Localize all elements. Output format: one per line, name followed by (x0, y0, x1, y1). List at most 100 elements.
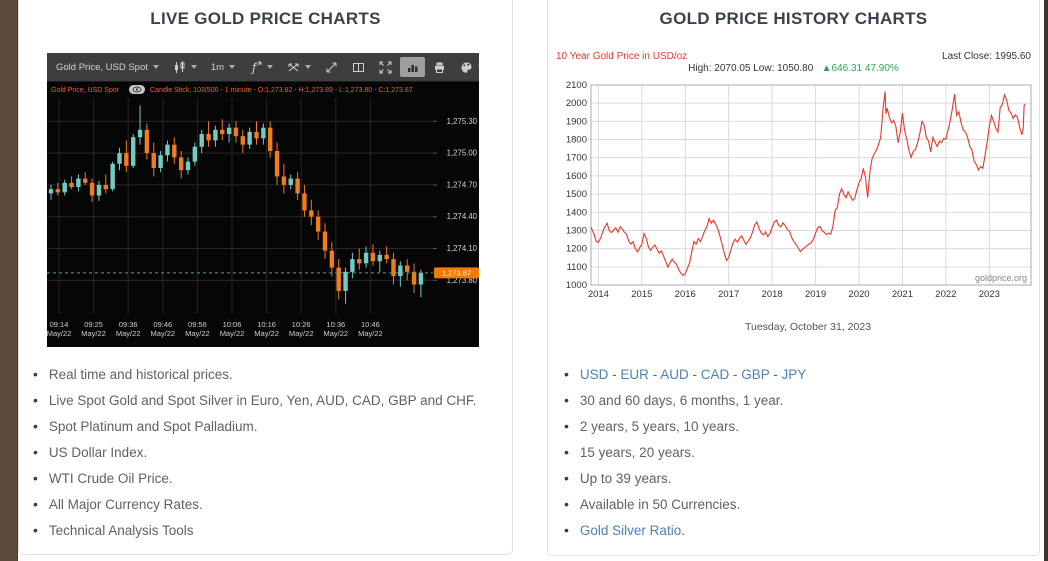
list-item: Gold Silver Ratio. (564, 523, 1029, 538)
separator: - (688, 367, 701, 382)
y-axis-tick: 1200 (566, 244, 587, 255)
gold-price-line (590, 91, 1026, 277)
resize-icon (326, 62, 337, 72)
series-legend-values: Candle Stick, 103/500 - 1 minute - O:1,2… (150, 87, 413, 94)
current-price-label: 1,273.87 (442, 269, 471, 278)
svg-text:ƒ: ƒ (250, 61, 258, 74)
y-axis-tick: 2100 (566, 80, 587, 91)
live-gold-chart-widget: Gold Price, USD Spot 1m ƒ 09:14 May/22 09:25… (47, 53, 479, 347)
instrument-select-label: Gold Price, USD Spot (56, 61, 148, 73)
separator: - (769, 367, 782, 382)
currency-link-aud[interactable]: AUD (660, 367, 689, 382)
time-tick: 09:56 (188, 320, 207, 329)
x-axis-tick: 2016 (675, 289, 696, 300)
theme-icon (461, 62, 472, 73)
y-axis-tick: 2000 (566, 98, 587, 109)
list-item: 30 and 60 days, 6 months, 1 year. (564, 393, 1029, 408)
layout-button[interactable] (346, 57, 371, 77)
currency-link-eur[interactable]: EUR (620, 367, 649, 382)
chevron-down-icon (190, 65, 197, 69)
date-tick: May/22 (185, 329, 210, 338)
list-item: Up to 39 years. (564, 471, 1029, 486)
list-item: Real time and historical prices. (33, 367, 502, 382)
list-item: Technical Analysis Tools (33, 523, 502, 538)
y-axis-tick: 1600 (566, 171, 587, 182)
x-axis-tick: 2014 (588, 289, 609, 300)
chevron-down-icon (229, 65, 236, 69)
chevron-down-icon (305, 65, 312, 69)
y-axis-tick: 1800 (566, 135, 587, 146)
indicators-button[interactable]: ƒ (243, 57, 279, 77)
high-low-label: High: 2070.05 Low: 1050.80 (688, 63, 814, 74)
time-tick: 10:06 (223, 320, 242, 329)
x-axis-tick: 2015 (631, 289, 652, 300)
currency-link-jpy[interactable]: JPY (781, 367, 807, 382)
separator: - (729, 367, 742, 382)
date-tick: May/22 (289, 329, 314, 338)
compare-button[interactable] (281, 57, 317, 77)
eye-icon (132, 86, 142, 93)
date-tick: May/22 (81, 329, 106, 338)
time-tick: 09:25 (84, 320, 103, 329)
x-axis-tick: 2019 (805, 289, 826, 300)
y-axis-tick: 1300 (566, 225, 587, 236)
interval-select-label: 1m (210, 61, 225, 73)
price-tick: 1,275.30 (447, 117, 478, 126)
x-axis-tick: 2023 (979, 289, 1000, 300)
candlestick-icon (174, 60, 185, 73)
y-axis-tick: 1700 (566, 153, 587, 164)
time-tick: 10:36 (326, 320, 345, 329)
history-card: GOLD PRICE HISTORY CHARTS 10 Year Gold P… (547, 0, 1040, 556)
live-gold-title: LIVE GOLD PRICE CHARTS (150, 9, 381, 28)
separator: - (608, 367, 621, 382)
series-legend-name: Gold Price, USD Spot (51, 87, 119, 94)
interval-select[interactable]: 1m (205, 57, 241, 77)
history-chart-subtitle: 10 Year Gold Price in USD/oz (556, 51, 688, 62)
separator: - (648, 367, 661, 382)
price-tick: 1,274.70 (447, 180, 478, 189)
date-tick: May/22 (254, 329, 279, 338)
list-item: 15 years, 20 years. (564, 445, 1029, 460)
chart-type-button[interactable] (400, 57, 426, 77)
price-tick: 1,274.10 (447, 244, 478, 253)
price-tick: 1,275.00 (447, 149, 478, 158)
history-chart-header: 10 Year Gold Price in USD/oz Last Close:… (556, 51, 1031, 74)
currency-link-cad[interactable]: CAD (700, 367, 730, 382)
chart-style-button[interactable] (167, 57, 203, 77)
resize-button[interactable] (319, 57, 344, 77)
visibility-toggle[interactable] (129, 85, 145, 94)
compare-icon (288, 63, 299, 71)
x-axis-tick: 2020 (848, 289, 869, 300)
time-tick: 10:46 (361, 320, 380, 329)
gold-silver-ratio-link[interactable]: Gold Silver Ratio (579, 523, 682, 538)
candlestick-chart[interactable]: 09:14 May/22 09:25 May/22 09:36 May/22 09:46 Ma… (47, 82, 479, 352)
date-tick: May/22 (116, 329, 141, 338)
chevron-down-icon (267, 65, 274, 69)
price-tick: 1,273.80 (447, 276, 478, 285)
theme-button[interactable] (454, 57, 479, 77)
date-tick: May/22 (358, 329, 383, 338)
history-feature-list: USD - EUR - AUD - CAD - GBP - JPY 30 and … (564, 367, 1029, 549)
date-tick: May/22 (323, 329, 348, 338)
print-button[interactable] (427, 57, 452, 77)
right-edge-strip (1044, 0, 1048, 561)
live-gold-card: LIVE GOLD PRICE CHARTS Gold Price, USD S… (18, 0, 513, 555)
currency-link-gbp[interactable]: GBP (741, 367, 770, 382)
live-feature-list: Real time and historical prices. Live Spo… (33, 367, 502, 549)
list-item: Available in 50 Currencies. (564, 497, 1029, 512)
fullscreen-button[interactable] (373, 57, 398, 77)
instrument-select[interactable]: Gold Price, USD Spot (50, 57, 165, 77)
chart-date-caption: Tuesday, October 31, 2023 (744, 321, 872, 333)
last-close-label: Last Close: 1995.60 (942, 51, 1031, 62)
layout-icon (353, 62, 365, 72)
list-item: USD - EUR - AUD - CAD - GBP - JPY (564, 367, 1029, 382)
y-axis-tick: 1000 (566, 280, 587, 291)
currency-link-usd[interactable]: USD (579, 367, 609, 382)
chevron-down-icon (152, 65, 159, 69)
history-chart: 2100 2000 1900 1800 1700 1600 1500 1400 1300 1200… (553, 77, 1036, 314)
time-tick: 09:46 (153, 320, 172, 329)
print-icon (435, 62, 445, 73)
indicators-icon: ƒ (250, 61, 262, 74)
list-item: 2 years, 5 years, 10 years. (564, 419, 1029, 434)
y-axis-tick: 1900 (566, 116, 587, 127)
